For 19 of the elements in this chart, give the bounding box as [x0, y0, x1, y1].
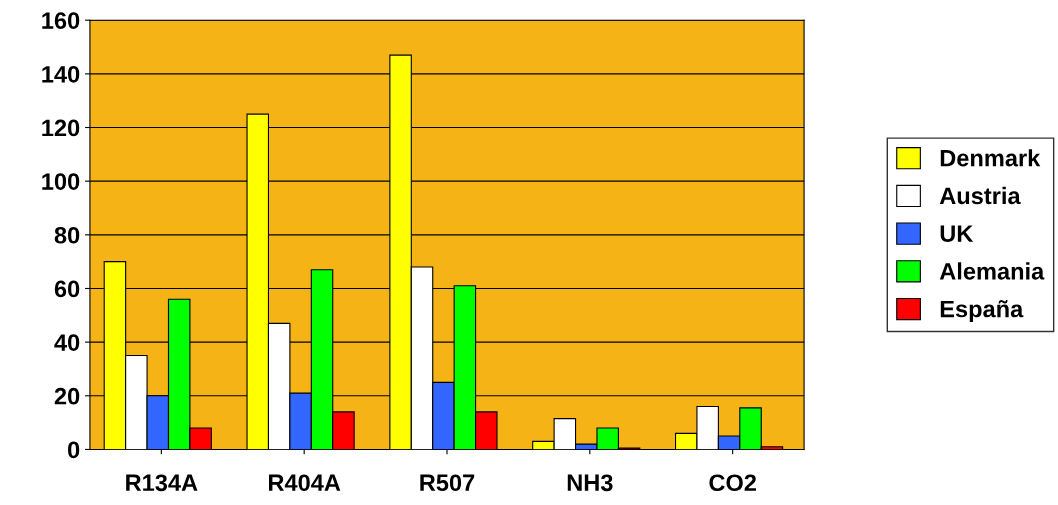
x-tick-label: CO2 [709, 474, 756, 492]
y-tick-label: 80 [54, 226, 80, 244]
y-tick-label: 120 [42, 119, 80, 137]
x-tick-label: R134A [126, 474, 198, 492]
x-tick-label: NH3 [567, 474, 613, 492]
y-tick-label: 140 [42, 65, 80, 83]
x-tick-label: R507 [420, 474, 475, 492]
x-tick-label: R404A [269, 474, 341, 492]
y-tick-label: 100 [42, 173, 80, 190]
legend-label: España [940, 300, 1024, 323]
y-tick-label: 160 [42, 12, 80, 29]
y-tick-label: 40 [54, 334, 80, 351]
y-tick-label: 0 [68, 441, 80, 459]
legend-label: Austria [939, 186, 1021, 205]
legend-label: Denmark [940, 149, 1041, 167]
y-tick-label: 20 [54, 387, 80, 405]
legend-label: Alemania [939, 262, 1045, 280]
legend-label: UK [940, 225, 974, 242]
y-tick-label: 60 [54, 280, 80, 298]
